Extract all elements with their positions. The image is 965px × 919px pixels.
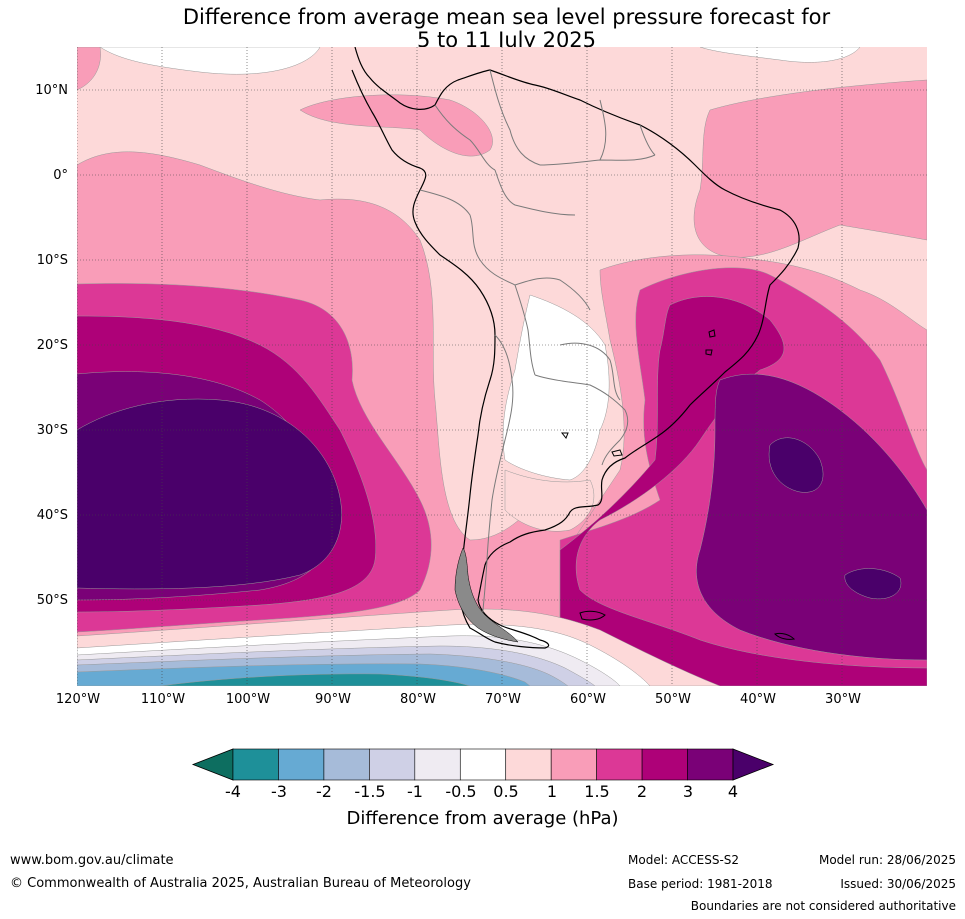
footer-copyright: © Commonwealth of Australia 2025, Austra… <box>10 876 471 891</box>
country-borders <box>419 69 656 621</box>
colorbar-arrow-low <box>191 748 234 781</box>
colorbar-title: Difference from average (hPa) <box>346 808 619 829</box>
lon-label-60w: 60°W <box>570 692 606 707</box>
contour-pink-argentina-edge <box>504 469 595 532</box>
lon-label-100w: 100°W <box>225 692 271 707</box>
lon-label-30w: 30°W <box>825 692 861 707</box>
colorbar-tick-neg1-5: -1.5 <box>354 782 386 801</box>
contour-white-top-right <box>699 47 861 63</box>
lat-label-20s: 20°S <box>36 338 68 353</box>
footer-issued: Issued: 30/06/2025 <box>840 877 956 891</box>
graticule <box>77 47 927 686</box>
colorbar-tick-4: 4 <box>727 782 739 801</box>
falkland-islands <box>579 610 606 621</box>
south-georgia <box>774 632 796 640</box>
colorbar-tick-0-5: 0.5 <box>493 782 519 801</box>
footer-model: Model: ACCESS-S2 <box>628 853 740 867</box>
lon-label-70w: 70°W <box>485 692 521 707</box>
lat-label-10n: 10°N <box>35 83 68 98</box>
lakes <box>560 329 716 457</box>
colorbar-tick-neg2: -2 <box>316 782 332 801</box>
lat-label-30s: 30°S <box>36 423 68 438</box>
colorbar-tick-neg0-5: -0.5 <box>445 782 477 801</box>
south-america-coastline <box>351 47 800 649</box>
contour-deep-purple-west <box>77 398 342 590</box>
lat-label-40s: 40°S <box>36 508 68 523</box>
lon-label-120w: 120°W <box>55 692 101 707</box>
lon-label-110w: 110°W <box>140 692 186 707</box>
colorbar-arrow-high <box>732 748 775 781</box>
colorbar-segment-0 <box>232 748 279 781</box>
footer-url: www.bom.gov.au/climate <box>10 853 174 868</box>
chart-title-line2: 5 to 11 July 2025 <box>416 28 597 52</box>
colorbar-tick-1: 1 <box>546 782 558 801</box>
lon-label-90w: 90°W <box>315 692 351 707</box>
contour-deep-purple-east-2 <box>844 568 902 600</box>
colorbar-tick-2: 2 <box>636 782 648 801</box>
colorbar-tick-1-5: 1.5 <box>584 782 610 801</box>
colorbar-segment-3 <box>369 748 416 781</box>
map-area <box>77 47 927 686</box>
footer-base-period: Base period: 1981-2018 <box>628 877 773 891</box>
footer-model-run: Model run: 28/06/2025 <box>818 853 956 867</box>
colorbar-segment-7 <box>550 748 597 781</box>
contour-band-teal-south <box>159 673 471 686</box>
footer-disclaimer: Boundaries are not considered authoritat… <box>690 899 956 913</box>
colorbar-segment-8 <box>596 748 643 781</box>
colorbar-tick-3: 3 <box>682 782 694 801</box>
colorbar-segment-9 <box>641 748 688 781</box>
colorbar-segment-4 <box>414 748 461 781</box>
chart-title-line1: Difference from average mean sea level p… <box>182 5 831 29</box>
colorbar-tick-neg4: -4 <box>225 782 241 801</box>
lon-label-50w: 50°W <box>655 692 691 707</box>
lon-label-80w: 80°W <box>400 692 436 707</box>
lat-label-50s: 50°S <box>36 593 68 608</box>
contour-deep-purple-east-1 <box>768 437 824 493</box>
lat-label-0: 0° <box>53 168 68 183</box>
contour-pink-ne <box>693 79 927 258</box>
lat-label-10s: 10°S <box>36 253 68 268</box>
colorbar-tick-neg1: -1 <box>407 782 423 801</box>
colorbar-segment-6 <box>505 748 552 781</box>
colorbar-segment-2 <box>323 748 370 781</box>
patagonia-islands <box>454 547 519 643</box>
lon-label-40w: 40°W <box>740 692 776 707</box>
contour-white-top <box>99 47 321 75</box>
colorbar-segment-1 <box>278 748 325 781</box>
colorbar-segment-10 <box>687 748 734 781</box>
colorbar-tick-neg3: -3 <box>271 782 287 801</box>
colorbar-segment-5 <box>459 748 507 781</box>
